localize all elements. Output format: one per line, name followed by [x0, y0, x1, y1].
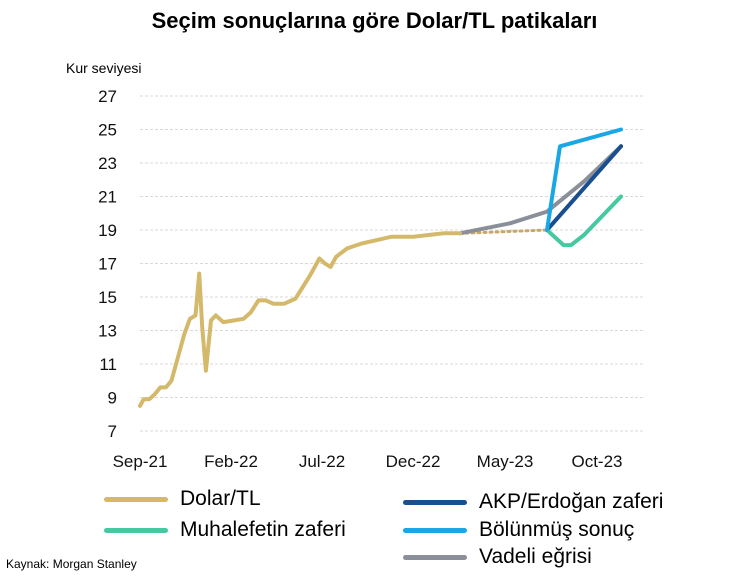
- y-tick-label: 23: [98, 154, 117, 173]
- y-tick-label: 19: [98, 221, 117, 240]
- x-tick-label: Oct-23: [571, 452, 622, 471]
- legend-item-dolar-tl: Dolar/TL: [104, 487, 261, 511]
- series-line-dolar-tl: [138, 231, 463, 408]
- y-tick-label: 21: [98, 188, 117, 207]
- x-tick-label: Feb-22: [204, 452, 258, 471]
- y-tick-label: 15: [98, 288, 117, 307]
- x-tick-label: Dec-22: [386, 452, 441, 471]
- legend-label: Muhalefetin zaferi: [180, 518, 346, 541]
- bridge-dotted-line: [458, 228, 549, 235]
- legend-item-bolunmus: Bölünmüş sonuç: [403, 518, 634, 542]
- series-line-muhalefetin-zaferi: [545, 194, 623, 248]
- chart-title: Seçim sonuçlarına göre Dolar/TL patikala…: [151, 8, 598, 33]
- series-line-akp-erdo-an-zaferi: [545, 144, 623, 232]
- x-tick-label: Sep-21: [113, 452, 168, 471]
- series-line-vadeli-e-risi: [458, 144, 623, 236]
- x-tick-label: May-23: [477, 452, 534, 471]
- legend-label: AKP/Erdoğan zaferi: [479, 490, 664, 513]
- legend-label: Dolar/TL: [180, 487, 261, 510]
- legend-label: Bölünmüş sonuç: [479, 518, 635, 541]
- legend-swatch: [104, 496, 168, 502]
- y-tick-label: 11: [99, 355, 117, 374]
- legend-swatch: [104, 527, 168, 533]
- legend-item-akp: AKP/Erdoğan zaferi: [403, 490, 663, 514]
- y-axis-label: Kur seviyesi: [66, 60, 142, 76]
- legend-item-vadeli: Vadeli eğrisi: [403, 545, 592, 569]
- legend-swatch: [403, 527, 467, 533]
- legend-label: Vadeli eğrisi: [479, 545, 592, 568]
- legend-swatch: [403, 554, 467, 560]
- source-note: Kaynak: Morgan Stanley: [6, 557, 137, 571]
- y-tick-label: 25: [98, 121, 117, 140]
- y-tick-label: 17: [98, 255, 117, 274]
- legend-swatch: [403, 499, 467, 505]
- series-line-b-l-nm-sonu-: [545, 127, 623, 232]
- y-tick-label: 13: [98, 322, 117, 341]
- y-tick-label: 27: [98, 87, 117, 106]
- x-tick-label: Jul-22: [299, 452, 345, 471]
- y-tick-label: 9: [108, 389, 117, 408]
- legend-item-muhalefet: Muhalefetin zaferi: [104, 518, 346, 542]
- y-tick-label: 7: [108, 422, 117, 441]
